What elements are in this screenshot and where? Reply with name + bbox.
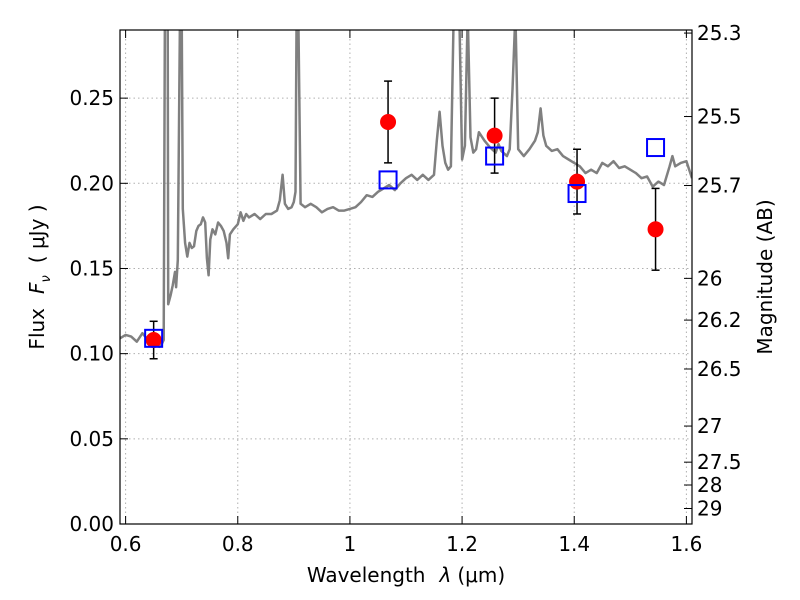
y-axis-label: FluxFν( μJy ) <box>25 204 54 349</box>
observed-flux-point <box>569 173 586 190</box>
y-tick-label: 0.25 <box>69 86 114 110</box>
model-flux-square <box>378 170 398 190</box>
model-flux-square <box>567 184 587 204</box>
x-tick-label: 1 <box>344 532 357 556</box>
axis-ticks: 0.6 0.8 1 1.2 1.4 1.6 0.00 0.05 0.10 0.15 0.20 0.25… <box>69 21 741 556</box>
y-tick-label: 0.20 <box>69 171 114 195</box>
x-axis-label: Wavelength λ (μm) <box>307 563 505 587</box>
right-tick-label: 25.7 <box>697 174 742 198</box>
plot-area <box>120 30 692 360</box>
right-tick-label: 26.5 <box>697 357 742 381</box>
y-tick-label: 0.10 <box>69 342 114 366</box>
right-tick-label: 25.3 <box>697 21 742 45</box>
right-tick-label: 29 <box>697 496 722 520</box>
right-tick-label: 25.5 <box>697 105 742 129</box>
y-tick-label: 0.15 <box>69 256 114 280</box>
observed-flux-point <box>380 113 397 130</box>
observed-flux-point <box>486 127 503 144</box>
x-tick-label: 0.6 <box>110 532 142 556</box>
model-flux-square <box>144 328 164 348</box>
right-tick-label: 27.5 <box>697 450 742 474</box>
model-spectrum-line <box>120 30 692 349</box>
y-tick-label: 0.00 <box>69 512 114 536</box>
model-flux-square <box>646 138 666 158</box>
x-tick-label: 1.6 <box>670 532 702 556</box>
right-tick-label: 26 <box>697 266 722 290</box>
x-tick-label: 0.8 <box>222 532 254 556</box>
right-tick-label: 27 <box>697 414 722 438</box>
y-tick-label: 0.05 <box>69 427 114 451</box>
model-flux-square <box>485 146 505 166</box>
x-tick-label: 1.4 <box>558 532 590 556</box>
x-tick-label: 1.2 <box>446 532 478 556</box>
observed-flux-point <box>145 332 162 349</box>
right-axis-label: Magnitude (AB) <box>753 199 777 354</box>
observed-flux-point <box>647 221 664 238</box>
right-tick-label: 26.2 <box>697 308 742 332</box>
right-tick-label: 28 <box>697 473 722 497</box>
plot-frame <box>119 29 693 525</box>
